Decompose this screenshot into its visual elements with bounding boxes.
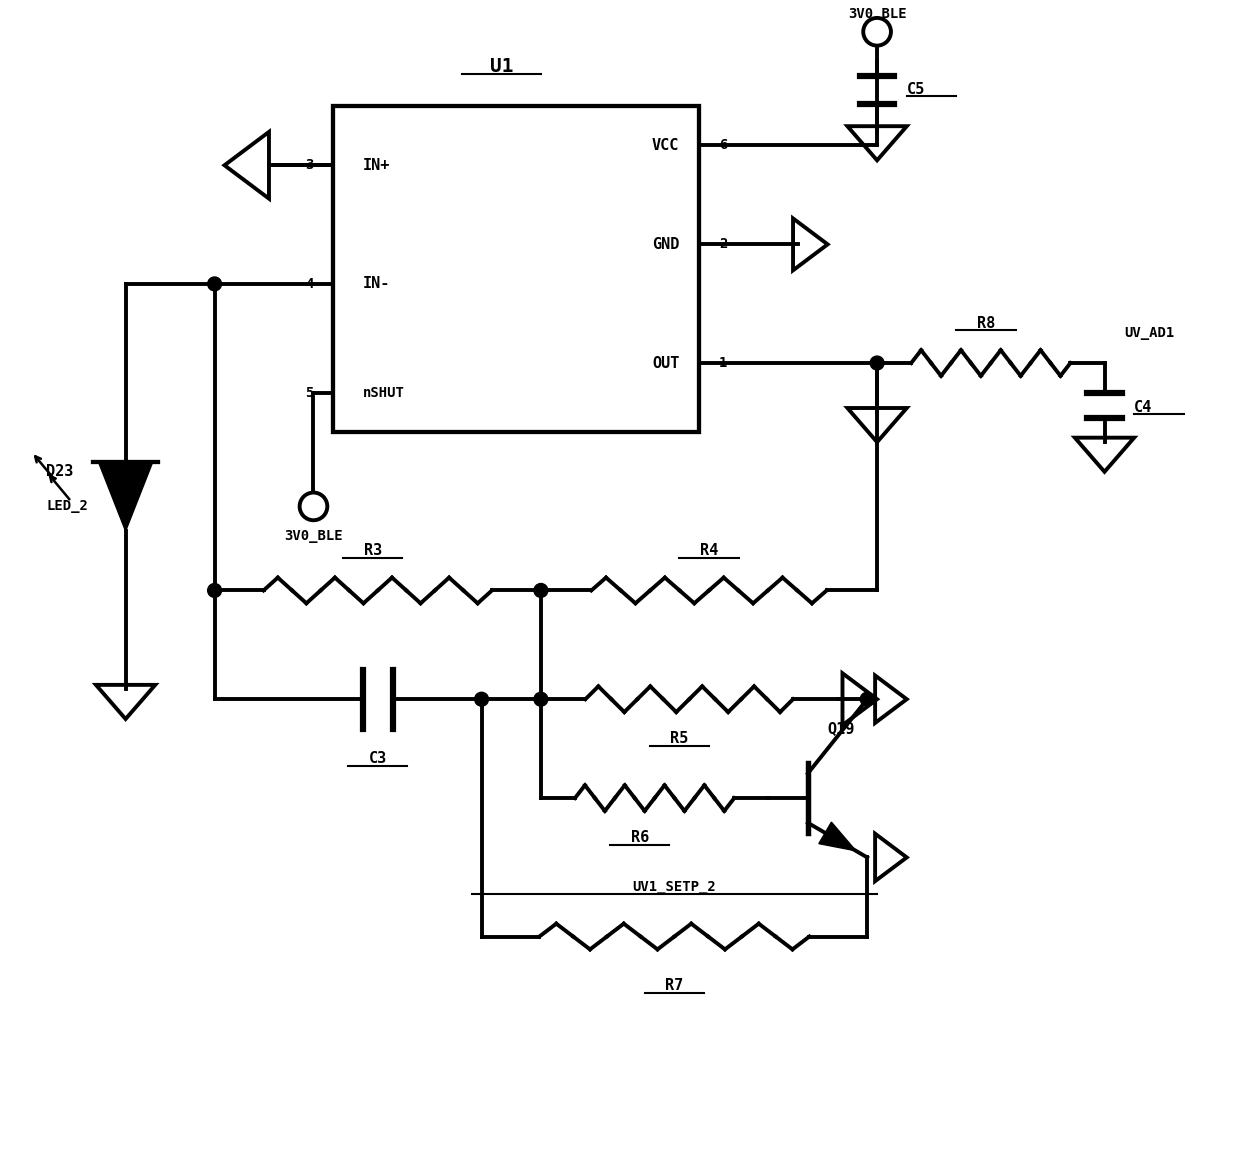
Text: UV_AD1: UV_AD1	[1125, 327, 1174, 341]
Text: 3: 3	[305, 158, 314, 172]
Text: R3: R3	[363, 543, 382, 559]
Circle shape	[870, 356, 884, 370]
Circle shape	[863, 18, 890, 46]
Circle shape	[207, 278, 222, 290]
Text: 4: 4	[305, 276, 314, 290]
Text: C4: C4	[1135, 400, 1152, 415]
Text: U1: U1	[490, 57, 513, 76]
Text: C5: C5	[906, 82, 925, 97]
Text: 6: 6	[719, 138, 727, 152]
Text: VCC: VCC	[652, 138, 680, 153]
Bar	[334, 105, 699, 432]
Polygon shape	[98, 461, 153, 532]
Circle shape	[534, 583, 548, 597]
Text: R7: R7	[665, 979, 683, 993]
Text: IN+: IN+	[363, 158, 391, 173]
Text: 3V0_BLE: 3V0_BLE	[284, 529, 342, 543]
Circle shape	[300, 493, 327, 520]
Text: Q19: Q19	[827, 721, 856, 737]
Text: IN-: IN-	[363, 276, 391, 292]
Text: 3V0_BLE: 3V0_BLE	[848, 7, 906, 21]
Text: R8: R8	[977, 316, 994, 331]
Circle shape	[207, 583, 222, 597]
Text: LED_2: LED_2	[46, 499, 88, 513]
Text: C3: C3	[368, 751, 387, 766]
Circle shape	[861, 692, 874, 706]
Text: nSHUT: nSHUT	[363, 385, 404, 399]
Circle shape	[475, 692, 489, 706]
Text: R4: R4	[699, 543, 718, 559]
Text: 5: 5	[305, 385, 314, 399]
Circle shape	[534, 692, 548, 706]
Text: OUT: OUT	[652, 356, 680, 370]
Text: D23: D23	[46, 464, 74, 479]
Text: 1: 1	[719, 356, 727, 370]
Text: 2: 2	[719, 238, 727, 252]
Text: R6: R6	[631, 830, 649, 845]
Text: R5: R5	[670, 731, 688, 746]
Text: GND: GND	[652, 237, 680, 252]
Text: UV1_SETP_2: UV1_SETP_2	[632, 881, 717, 895]
Polygon shape	[818, 822, 856, 851]
